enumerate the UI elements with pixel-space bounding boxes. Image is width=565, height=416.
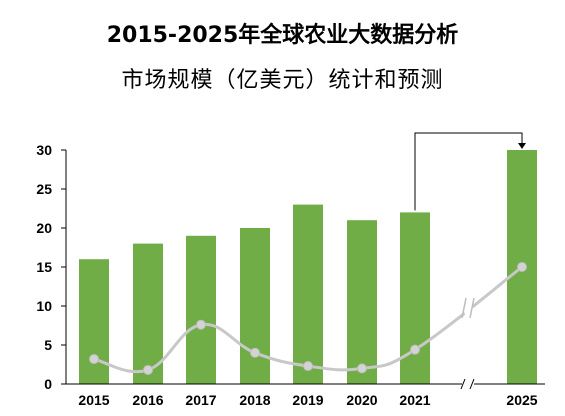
y-tick-label: 30	[36, 142, 52, 158]
bar-2015	[79, 259, 109, 384]
x-axis-break-mark	[469, 378, 475, 390]
line-break-mark	[469, 297, 475, 319]
line-point-2015	[89, 354, 99, 365]
x-tick-label: 2018	[239, 392, 270, 408]
line-point-2017	[196, 319, 206, 330]
y-tick-label: 15	[36, 259, 52, 275]
bar-2018	[240, 228, 270, 384]
x-axis: 2015 2016 2017 2018 2019 2020 2021 2025	[66, 378, 545, 408]
x-axis-break-mark	[460, 378, 466, 390]
y-axis: 0 5 10 15 20 25 30	[36, 142, 67, 392]
trend-line-series	[89, 262, 527, 375]
bar-2016	[133, 243, 163, 384]
forecast-arrowhead	[518, 143, 526, 149]
chart-title: 2015-2025年全球农业大数据分析	[106, 23, 459, 48]
x-tick-label: 2015	[78, 392, 109, 408]
line-break-mark	[461, 297, 467, 319]
y-tick-label: 25	[36, 181, 52, 197]
y-tick-label: 20	[36, 220, 52, 236]
line-point-2020	[357, 363, 367, 374]
forecast-annotation	[414, 132, 526, 211]
chart-subtitle: 市场规模（亿美元）统计和预测	[121, 68, 444, 93]
x-tick-label: 2020	[346, 392, 377, 408]
y-tick-label: 0	[44, 376, 52, 392]
x-tick-label: 2021	[399, 392, 430, 408]
y-tick-label: 5	[44, 337, 52, 353]
line-point-2025	[517, 262, 527, 272]
x-tick-label: 2016	[132, 392, 163, 408]
bar-2021	[400, 212, 430, 384]
bars	[79, 150, 537, 384]
line-point-2018	[250, 347, 260, 358]
x-tick-label: 2025	[506, 392, 537, 408]
x-tick-label: 2017	[185, 392, 216, 408]
line-point-2019	[303, 361, 313, 372]
x-tick-label: 2019	[292, 392, 323, 408]
line-point-2021	[410, 344, 420, 355]
bar-2020	[347, 220, 377, 384]
line-break-gap	[459, 295, 477, 321]
bar-2017	[186, 235, 216, 384]
forecast-bracket	[414, 132, 523, 211]
line-point-2016	[143, 364, 153, 375]
y-tick-label: 10	[36, 298, 52, 314]
bar-2019	[293, 204, 323, 384]
